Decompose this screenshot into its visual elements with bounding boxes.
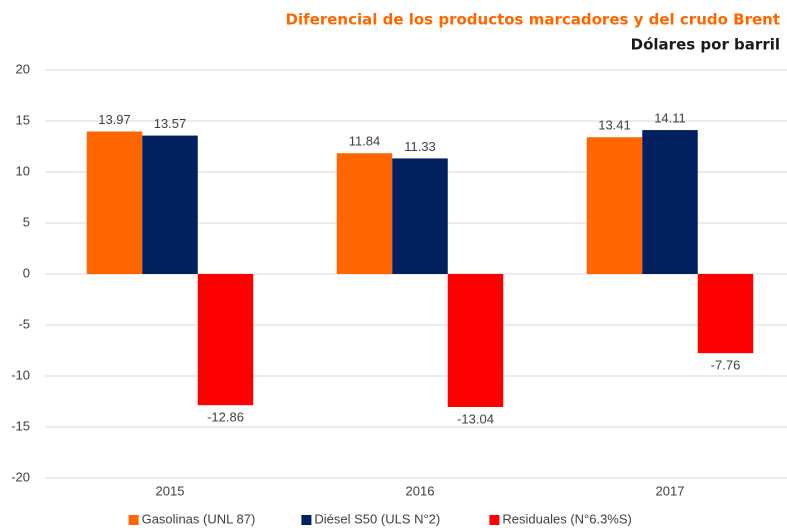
legend-label: Diésel S50 (ULS N°2)	[314, 511, 440, 526]
bar	[586, 137, 643, 274]
legend-label: Gasolinas (UNL 87)	[142, 511, 256, 526]
legend-swatch	[128, 515, 139, 525]
bar	[86, 131, 143, 274]
y-tick-label: -20	[11, 469, 30, 484]
bar	[447, 274, 504, 408]
legend-swatch	[489, 515, 500, 525]
legend-swatch	[301, 515, 312, 525]
y-tick-label: -15	[11, 418, 30, 433]
y-tick-label: 20	[16, 61, 30, 76]
y-tick-label: 5	[23, 214, 30, 229]
value-label: -13.04	[457, 411, 494, 426]
value-label: -7.76	[711, 358, 741, 373]
y-tick-label: 10	[16, 163, 30, 178]
chart-subtitle: Dólares por barril	[631, 36, 780, 54]
bar	[336, 153, 393, 274]
value-label: 13.97	[98, 112, 131, 127]
value-label: 13.57	[154, 116, 187, 131]
y-tick-label: 15	[16, 112, 30, 127]
x-tick-label: 2015	[156, 483, 185, 498]
bar	[197, 274, 254, 406]
y-tick-label: -10	[11, 367, 30, 382]
value-label: 13.41	[598, 118, 631, 133]
legend-label: Residuales (N°6.3%S)	[502, 511, 631, 526]
x-tick-label: 2017	[656, 483, 685, 498]
bar	[392, 158, 448, 274]
y-tick-label: 0	[23, 265, 30, 280]
y-tick-label: -5	[18, 316, 30, 331]
bar	[697, 274, 754, 354]
x-tick-label: 2016	[406, 483, 435, 498]
chart-title: Diferencial de los productos marcadores …	[286, 11, 780, 29]
bar	[142, 135, 198, 274]
value-label: -12.86	[207, 410, 244, 425]
value-label: 11.33	[404, 139, 436, 154]
value-label: 14.11	[654, 111, 686, 126]
value-label: 11.84	[349, 134, 381, 149]
bar	[642, 130, 698, 274]
